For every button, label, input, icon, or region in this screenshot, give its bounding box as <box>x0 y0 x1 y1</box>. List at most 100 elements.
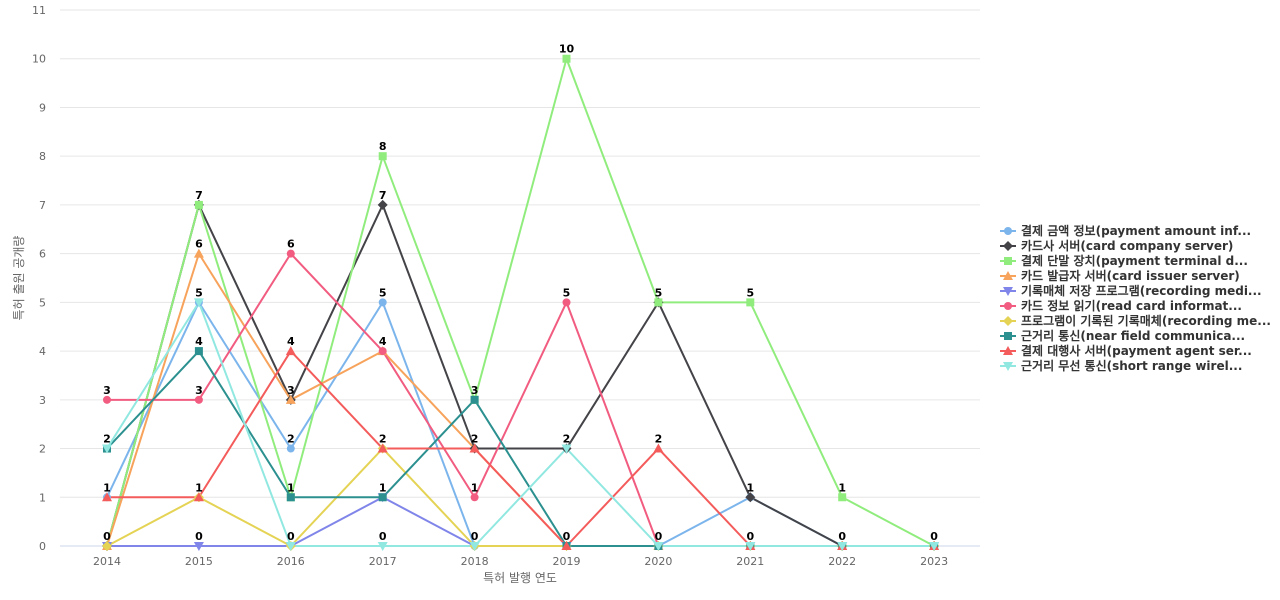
data-point-marker <box>378 152 387 161</box>
data-point-marker <box>746 298 755 307</box>
data-label: 0 <box>655 530 663 543</box>
data-label: 1 <box>287 481 295 494</box>
legend-item[interactable]: 근거리 통신(near field communica... <box>1000 328 1245 343</box>
data-label: 6 <box>287 238 295 251</box>
data-point-marker <box>561 541 572 550</box>
data-point-marker <box>286 493 295 502</box>
x-tick-label: 2016 <box>277 555 305 568</box>
x-tick-label: 2022 <box>828 555 856 568</box>
y-tick-label: 0 <box>39 540 46 553</box>
legend-item[interactable]: 프로그램이 기록된 기록매체(recording me... <box>1000 313 1271 328</box>
legend-item[interactable]: 결제 대행사 서버(payment agent ser... <box>1000 343 1252 358</box>
legend-item[interactable]: 카드 발급자 서버(card issuer server) <box>1000 268 1240 283</box>
data-point-marker <box>286 249 295 258</box>
data-point-marker <box>102 492 112 502</box>
data-point-marker <box>193 298 204 308</box>
data-label: 5 <box>379 286 387 299</box>
data-label: 4 <box>287 335 295 348</box>
legend-marker-symbol <box>1004 227 1012 235</box>
data-point-marker <box>653 443 664 453</box>
legend-item[interactable]: 결제 단말 장치(payment terminal d... <box>1000 253 1248 268</box>
legend-item[interactable]: 기록매체 저장 프로그램(recording medi... <box>1000 283 1262 298</box>
data-label: 0 <box>838 530 846 543</box>
legend-marker-symbol <box>1003 241 1013 251</box>
data-point-marker <box>653 542 664 551</box>
data-label: 4 <box>195 335 203 348</box>
y-tick-label: 9 <box>39 101 46 114</box>
legend-item[interactable]: 근거리 무선 통신(short range wirel... <box>1000 358 1242 373</box>
data-label: 5 <box>195 286 203 299</box>
data-label: 0 <box>563 530 571 543</box>
data-label: 2 <box>379 433 387 446</box>
legend-label: 기록매체 저장 프로그램(recording medi... <box>1021 283 1262 298</box>
data-point-marker <box>102 541 112 551</box>
y-tick-label: 10 <box>32 53 46 66</box>
y-axis-title: 특허 출원 공개량 <box>12 236 26 321</box>
data-point-marker <box>194 347 203 356</box>
data-label: 10 <box>559 43 575 56</box>
y-axis-ticks: 0 1 2 3 4 5 6 7 8 9 10 11 <box>32 4 46 553</box>
legend-item[interactable]: 결제 금액 정보(payment amount inf... <box>1000 223 1251 238</box>
data-point-marker <box>286 444 295 453</box>
legend-label: 근거리 무선 통신(short range wirel... <box>1021 358 1242 373</box>
data-label: 3 <box>471 384 479 397</box>
data-point-marker <box>285 346 296 356</box>
x-tick-label: 2015 <box>185 555 213 568</box>
x-tick-label: 2017 <box>369 555 397 568</box>
data-point-marker <box>285 394 296 404</box>
data-point-marker <box>194 395 203 404</box>
data-point-marker <box>194 200 203 209</box>
data-label: 3 <box>103 384 111 397</box>
data-point-marker <box>378 298 387 307</box>
y-tick-label: 7 <box>39 199 46 212</box>
data-label: 5 <box>655 286 663 299</box>
y-tick-label: 5 <box>39 296 46 309</box>
data-point-marker <box>378 347 387 356</box>
data-point-marker <box>193 542 204 551</box>
data-point-marker <box>103 395 111 404</box>
data-point-marker <box>562 54 571 63</box>
series-line-3 <box>106 57 935 547</box>
legend-marker-symbol <box>1003 271 1013 280</box>
data-label: 1 <box>471 481 479 494</box>
series-line-5 <box>107 496 935 547</box>
data-point-marker <box>469 443 480 453</box>
data-label: 8 <box>379 140 387 153</box>
legend-item[interactable]: 카드사 서버(card company server) <box>1000 238 1233 253</box>
data-point-marker <box>377 199 388 210</box>
data-label: 2 <box>287 433 295 446</box>
y-tick-label: 11 <box>32 4 46 17</box>
data-label: 3 <box>287 384 295 397</box>
data-label: 0 <box>195 530 203 543</box>
legend-label: 근거리 통신(near field communica... <box>1021 328 1245 343</box>
data-point-marker <box>838 493 847 502</box>
legend-item[interactable]: 카드 정보 읽기(read card informat... <box>1000 298 1242 313</box>
data-point-marker <box>745 492 756 503</box>
y-tick-label: 1 <box>39 491 46 504</box>
legend-marker-symbol <box>1003 316 1013 326</box>
data-point-marker <box>285 542 296 551</box>
data-label: 2 <box>655 433 663 446</box>
data-label: 6 <box>195 238 203 251</box>
x-tick-label: 2018 <box>461 555 489 568</box>
legend-label: 결제 단말 장치(payment terminal d... <box>1021 253 1248 268</box>
data-point-marker <box>378 493 387 502</box>
legend-marker-symbol <box>1003 346 1013 355</box>
x-tick-label: 2014 <box>93 555 121 568</box>
legend-label: 프로그램이 기록된 기록매체(recording me... <box>1021 313 1271 328</box>
legend-marker-symbol <box>1003 287 1013 296</box>
y-tick-label: 3 <box>39 394 46 407</box>
data-label: 1 <box>103 481 111 494</box>
data-label: 7 <box>379 189 387 202</box>
legend-label: 카드 정보 읽기(read card informat... <box>1021 298 1242 313</box>
legend-label: 결제 대행사 서버(payment agent ser... <box>1021 343 1252 358</box>
data-label: 1 <box>746 481 754 494</box>
data-point-marker <box>561 444 572 454</box>
data-label: 5 <box>746 286 754 299</box>
series-line-10 <box>106 301 935 547</box>
x-axis-title: 특허 발행 연도 <box>483 570 557 585</box>
data-point-marker <box>193 492 204 502</box>
legend: 결제 금액 정보(payment amount inf...카드사 서버(car… <box>1000 223 1271 373</box>
data-point-marker <box>470 395 479 404</box>
